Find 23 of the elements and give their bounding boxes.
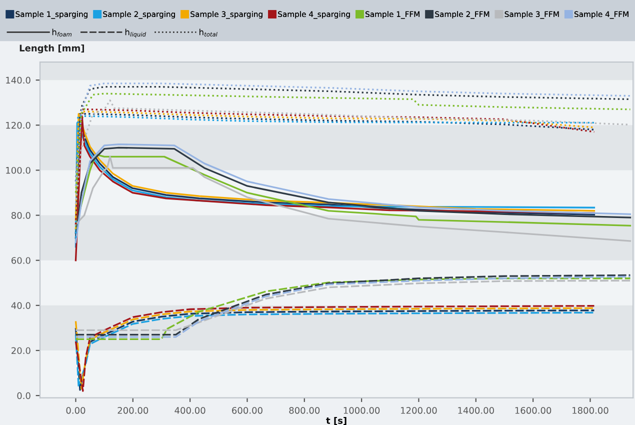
y-axis-title: Length [mm] bbox=[20, 44, 84, 54]
x-tick-label: 1600.00 bbox=[515, 406, 552, 414]
x-tick-label: 200.00 bbox=[118, 406, 148, 414]
y-tick-label: 60.0 bbox=[12, 257, 30, 264]
text: h$_{foam}$ bbox=[52, 28, 72, 37]
x-tick-label: 1200.00 bbox=[401, 406, 437, 414]
x-axis-title: t [s] bbox=[326, 416, 346, 425]
x-tick-label: 400.00 bbox=[174, 406, 206, 414]
y-tick-label: 80.0 bbox=[11, 212, 30, 219]
y-tick-label: 40.0 bbox=[11, 302, 30, 309]
text: h$_{liquid}$ bbox=[125, 28, 146, 38]
x-tick-label: 600.00 bbox=[232, 406, 262, 414]
text: h$_{total}$ bbox=[200, 28, 218, 37]
y-tick-label: 100.0 bbox=[6, 166, 30, 174]
y-tick-label: 20.0 bbox=[12, 347, 30, 354]
x-tick-label: 1400.00 bbox=[458, 406, 494, 414]
x-tick-label: 1000.00 bbox=[344, 406, 380, 414]
x-tick-label: 800.00 bbox=[289, 406, 320, 414]
y-tick-label: 120.0 bbox=[6, 122, 30, 129]
y-tick-label: 140.0 bbox=[6, 76, 30, 84]
x-tick-label: 1800.00 bbox=[572, 406, 608, 414]
x-tick-label: 0.00 bbox=[66, 406, 86, 414]
y-tick-label: 0.0 bbox=[17, 392, 30, 400]
